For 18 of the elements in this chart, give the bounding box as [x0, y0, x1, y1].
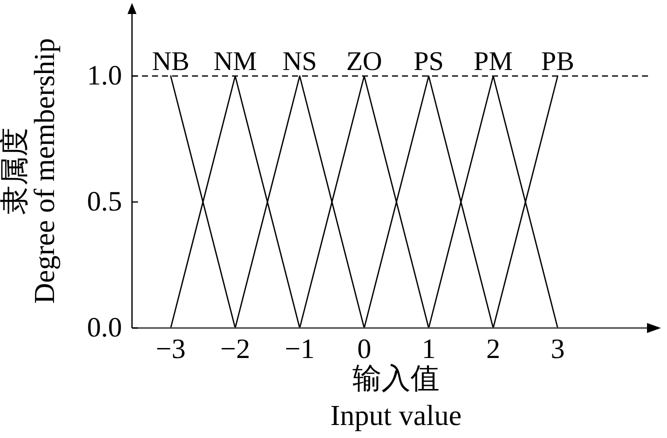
legend-label: NB	[152, 46, 190, 76]
x-tick-label: 0	[357, 334, 372, 365]
y-tick-label: 0.0	[87, 312, 122, 344]
series-label: ZO	[346, 46, 382, 76]
series-label: PM	[474, 46, 513, 76]
x-tick-label: −3	[156, 334, 186, 365]
x-tick-label: 1	[422, 334, 436, 365]
series-label: NS	[282, 46, 317, 76]
x-axis-title: 输入值 Input value	[330, 362, 462, 434]
x-tick-label: −1	[284, 334, 315, 365]
x-tick-label: 3	[550, 334, 565, 365]
x-tick-label: 2	[486, 334, 500, 365]
series-label: NM	[213, 46, 257, 76]
x-tick-label: −2	[220, 334, 250, 365]
series-label: PS	[414, 46, 444, 76]
y-tick-label: 1.0	[87, 60, 122, 92]
series-label: PB	[541, 46, 574, 76]
y-tick-label: 0.5	[87, 186, 122, 218]
